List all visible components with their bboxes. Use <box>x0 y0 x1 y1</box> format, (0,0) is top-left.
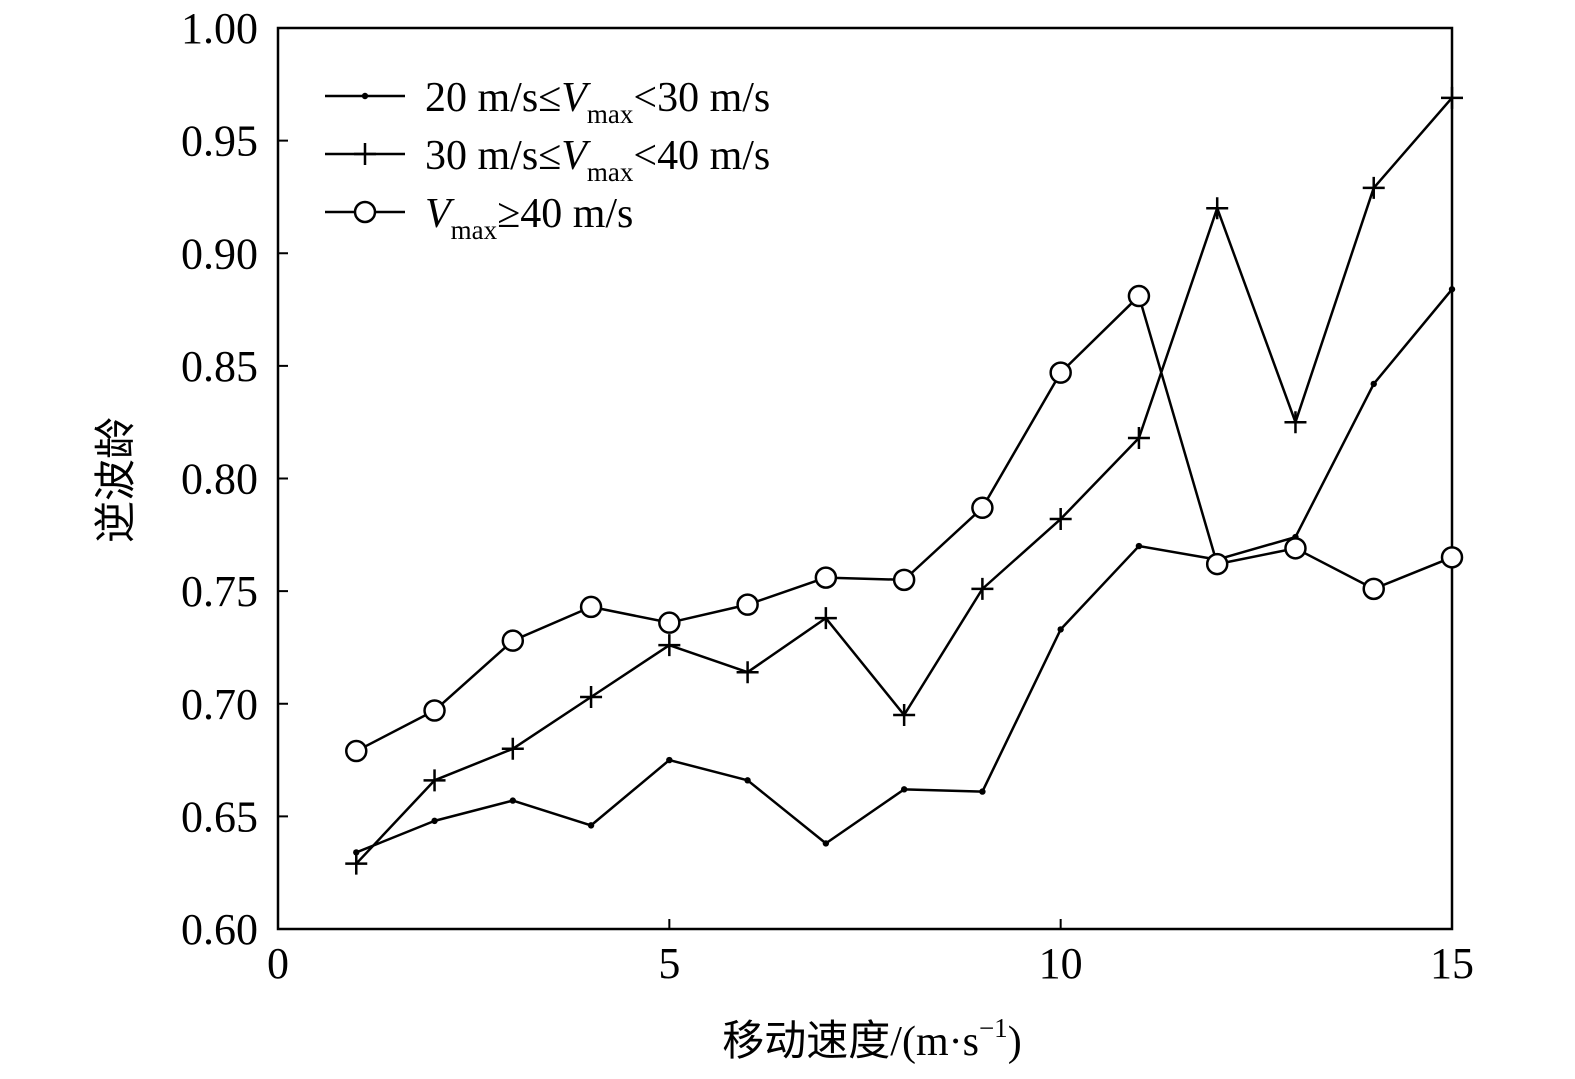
data-point <box>1284 411 1307 434</box>
data-point <box>1370 380 1377 388</box>
data-point <box>893 704 916 727</box>
data-point <box>345 852 368 875</box>
legend-label-suffix: <30 m/s <box>633 75 770 121</box>
data-point <box>501 629 525 652</box>
data-point <box>1206 197 1229 220</box>
data-point <box>814 566 838 589</box>
data-point <box>580 685 603 708</box>
y-axis-title: 逆波龄 <box>93 417 140 543</box>
data-point <box>1135 542 1143 550</box>
x-axis-title-main: 移动速度/(m·s <box>722 1019 979 1065</box>
series-line <box>355 294 1453 753</box>
x-tick-label: 5 <box>658 939 680 988</box>
legend-item-2: 30 m/s≤Vmax<40 m/s <box>325 133 770 187</box>
data-point <box>431 817 438 825</box>
legend-label-subscript: max <box>587 99 634 129</box>
data-point <box>1127 284 1151 308</box>
series-layer <box>345 86 1464 875</box>
data-point <box>1440 546 1464 569</box>
legend-label: Vmax≥40 m/s <box>425 191 633 245</box>
data-point <box>1284 537 1307 560</box>
data-point <box>345 739 368 763</box>
data-point <box>736 661 759 684</box>
legend-label: 30 m/s≤Vmax<40 m/s <box>425 133 770 187</box>
data-point <box>1049 508 1072 531</box>
data-point <box>1362 176 1385 199</box>
x-axis-title-exponent: −1 <box>979 1013 1008 1043</box>
y-tick-label: 0.85 <box>181 342 258 391</box>
data-point <box>1127 426 1150 449</box>
data-point <box>658 634 681 657</box>
data-point <box>361 92 369 100</box>
legend-label-suffix: <40 m/s <box>633 133 770 179</box>
series-1 <box>353 286 1456 856</box>
y-tick-label: 0.65 <box>181 792 258 841</box>
data-point <box>353 200 377 224</box>
data-point <box>423 769 446 792</box>
y-tick-label: 0.80 <box>181 455 258 504</box>
data-point <box>353 849 360 856</box>
series-2 <box>345 86 1463 875</box>
data-point <box>1057 626 1064 633</box>
x-tick-label: 0 <box>267 939 289 988</box>
data-point <box>509 797 516 804</box>
y-tick-label: 0.90 <box>181 229 258 278</box>
data-point <box>822 840 830 847</box>
legend-label-variable: V <box>561 75 591 121</box>
data-point <box>1362 577 1385 601</box>
data-point <box>658 611 681 634</box>
legend-label-prefix: 20 m/s≤ <box>425 75 561 121</box>
y-tick-label: 0.70 <box>181 680 258 729</box>
y-tick-label: 1.00 <box>181 4 258 53</box>
data-point <box>1448 286 1456 293</box>
axis-ticks: 0 5 10 15 0.60 0.65 0.70 0.75 0.80 0.85 0.90 0.95 1.… <box>181 4 1474 988</box>
x-tick-label: 10 <box>1039 939 1083 988</box>
legend-label-subscript: max <box>451 215 498 245</box>
x-axis-title-close: ) <box>1008 1019 1022 1065</box>
y-tick-label: 0.75 <box>181 567 258 616</box>
x-axis-title: 移动速度/(m·s−1) <box>722 1013 1021 1065</box>
legend-item-3: Vmax≥40 m/s <box>325 191 633 245</box>
legend-label-variable: V <box>425 191 455 237</box>
data-point <box>423 699 446 722</box>
y-tick-label: 0.60 <box>181 905 258 954</box>
data-point <box>1205 552 1229 576</box>
data-point <box>971 577 994 600</box>
x-tick-label: 15 <box>1430 939 1474 988</box>
data-point <box>892 568 916 592</box>
legend-label-subscript: max <box>587 157 634 187</box>
series-3 <box>345 284 1464 763</box>
legend-label-suffix: ≥40 m/s <box>497 191 633 237</box>
data-point <box>736 593 759 616</box>
legend-label-variable: V <box>561 133 591 179</box>
legend: 20 m/s≤Vmax<30 m/s30 m/s≤Vmax<40 m/sVmax… <box>325 75 770 245</box>
data-point <box>666 756 673 764</box>
data-point <box>1049 361 1072 384</box>
data-point <box>354 143 376 165</box>
data-point <box>501 737 524 760</box>
data-point <box>979 788 986 795</box>
legend-label-prefix: 30 m/s≤ <box>425 133 561 179</box>
data-point <box>900 786 908 793</box>
data-point <box>1441 86 1463 109</box>
legend-item-1: 20 m/s≤Vmax<30 m/s <box>325 75 770 129</box>
data-point <box>579 595 603 619</box>
data-point <box>814 607 837 630</box>
y-tick-label: 0.95 <box>181 117 258 166</box>
data-point <box>971 496 994 520</box>
data-point <box>744 777 751 784</box>
legend-label: 20 m/s≤Vmax<30 m/s <box>425 75 770 129</box>
data-point <box>587 822 595 829</box>
